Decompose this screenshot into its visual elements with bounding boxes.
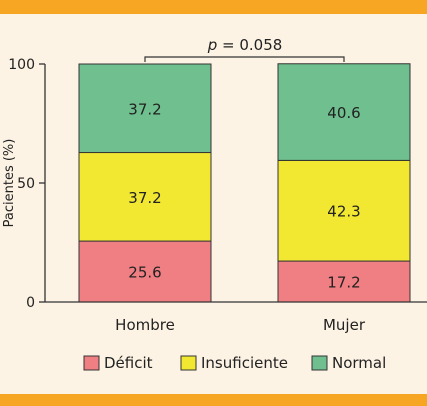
data-label: 42.3 — [327, 203, 360, 221]
p-symbol: p — [207, 36, 218, 54]
bar-segment-hombre-deficit — [78, 240, 212, 303]
x-category-label: Hombre — [115, 316, 175, 334]
data-label: 25.6 — [128, 264, 161, 282]
bar-segment-mujer-normal — [277, 63, 411, 161]
top-stripe — [0, 0, 427, 14]
x-category-label: Mujer — [323, 316, 366, 334]
legend: Déficit Insuficiente Normal — [83, 354, 386, 372]
legend-swatch-normal — [311, 355, 328, 371]
legend-swatch-deficit — [83, 355, 100, 371]
bottom-stripe — [0, 394, 427, 406]
data-label: 40.6 — [327, 104, 360, 122]
legend-label: Insuficiente — [201, 354, 288, 372]
data-label: 37.2 — [128, 189, 161, 207]
data-label: 17.2 — [327, 274, 360, 292]
y-ticks: 0 50 100 — [8, 57, 45, 311]
y-tick-label: 100 — [8, 57, 35, 73]
bars-layer: 25.6 37.2 37.2 17.2 42.3 40.6 — [78, 63, 411, 303]
legend-label: Normal — [332, 354, 386, 372]
y-axis-title: Pacientes (%) — [2, 139, 17, 228]
legend-label: Déficit — [104, 354, 153, 372]
significance-bracket — [144, 56, 345, 62]
legend-swatch-insuficiente — [180, 355, 197, 371]
p-value-text: = 0.058 — [217, 36, 282, 54]
y-tick-label: 50 — [17, 176, 35, 192]
bar-segment-hombre-normal — [78, 63, 212, 154]
y-tick-label: 0 — [26, 295, 35, 311]
p-value-annotation: p = 0.058 — [207, 36, 283, 54]
bar-segment-hombre-insuficiente — [78, 152, 212, 242]
data-label: 37.2 — [128, 100, 161, 118]
category-labels: Hombre Mujer — [115, 316, 366, 334]
